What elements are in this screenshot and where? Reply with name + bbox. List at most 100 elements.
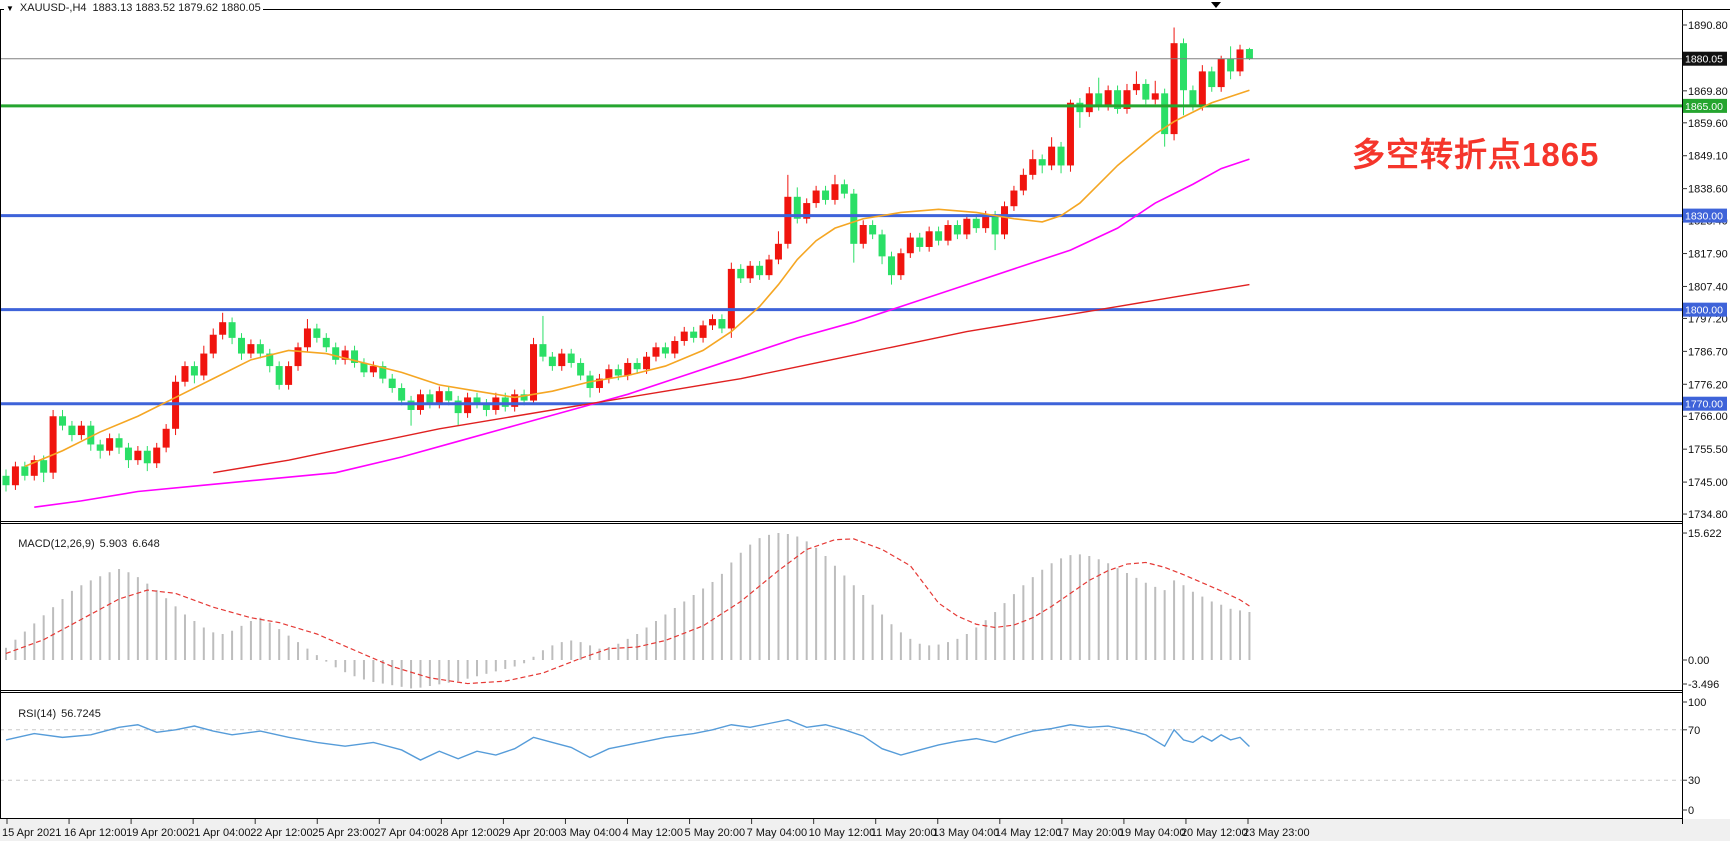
candle-body bbox=[285, 366, 293, 385]
line-1830-badge-label: 1830.00 bbox=[1685, 211, 1723, 223]
time-tick-label: 20 May 12:00 bbox=[1181, 827, 1248, 839]
candle-body bbox=[181, 366, 189, 382]
price-tick-label: 1807.40 bbox=[1688, 281, 1728, 293]
candle-body bbox=[2, 475, 10, 486]
candle-body bbox=[1095, 93, 1103, 106]
candle-body bbox=[756, 265, 764, 276]
rsi-axis[interactable]: 100 70 30 0 bbox=[1682, 697, 1706, 817]
candle-body bbox=[1057, 146, 1065, 166]
candle-body bbox=[313, 328, 321, 338]
candle-body bbox=[850, 193, 858, 244]
macd-axis-label: -3.496 bbox=[1688, 679, 1719, 691]
price-tick-label: 1766.00 bbox=[1688, 411, 1728, 423]
candle-body bbox=[906, 237, 914, 254]
level-lines-layer bbox=[0, 58, 1682, 406]
candle-body bbox=[765, 259, 773, 276]
price-tick-label: 1786.70 bbox=[1688, 346, 1728, 358]
macd-indicator-label: MACD(12,26,9) 5.903 6.648 bbox=[4, 526, 162, 562]
price-tick-label: 1849.10 bbox=[1688, 151, 1728, 163]
macd-name: MACD(12,26,9) bbox=[18, 538, 95, 550]
candle-body bbox=[784, 196, 792, 244]
candle-body bbox=[803, 203, 811, 219]
candle-body bbox=[1161, 93, 1169, 135]
time-tick-label: 3 May 04:00 bbox=[560, 827, 621, 839]
candle-body bbox=[407, 400, 415, 410]
candle-body bbox=[124, 447, 132, 461]
candle-body bbox=[388, 378, 396, 389]
rsi-value: 56.7245 bbox=[61, 708, 101, 720]
candle-body bbox=[614, 369, 622, 376]
candle-body bbox=[953, 225, 961, 235]
candle-body bbox=[595, 378, 603, 389]
candle-body bbox=[1245, 49, 1253, 59]
candle-body bbox=[690, 331, 698, 338]
time-tick-label: 28 Apr 12:00 bbox=[436, 827, 498, 839]
candle-body bbox=[1227, 58, 1235, 72]
candle-body bbox=[605, 369, 613, 379]
candle-body bbox=[172, 381, 180, 429]
candle-body bbox=[351, 350, 359, 363]
candle-body bbox=[501, 397, 509, 407]
candle-body bbox=[1170, 43, 1178, 135]
rsi-axis-label: 70 bbox=[1688, 725, 1700, 737]
candle-body bbox=[1076, 102, 1084, 113]
time-tick-label: 4 May 12:00 bbox=[623, 827, 684, 839]
price-axis[interactable]: 1890.801869.801859.601849.101838.601828.… bbox=[1682, 20, 1728, 521]
current-price-badge-label: 1880.05 bbox=[1685, 54, 1723, 66]
time-tick-label: 7 May 04:00 bbox=[747, 827, 808, 839]
macd-signal-value: 6.648 bbox=[132, 538, 160, 550]
candle-body bbox=[680, 331, 688, 342]
candle-body bbox=[426, 394, 434, 404]
candle-body bbox=[520, 394, 528, 401]
candle-body bbox=[1189, 90, 1197, 106]
candle-body bbox=[40, 460, 48, 473]
candle-body bbox=[869, 225, 877, 235]
price-tick-label: 1817.90 bbox=[1688, 249, 1728, 261]
time-tick-label: 25 Apr 23:00 bbox=[312, 827, 374, 839]
candle-body bbox=[266, 353, 274, 367]
candle-body bbox=[247, 344, 255, 354]
candle-body bbox=[21, 466, 29, 476]
current-price-badge bbox=[1683, 51, 1727, 66]
candle-body bbox=[982, 215, 990, 229]
ma-slow-line bbox=[213, 283, 1250, 474]
candle-body bbox=[774, 243, 782, 260]
candle-body bbox=[59, 416, 67, 426]
candle-body bbox=[341, 350, 349, 360]
symbol-dropdown-icon[interactable]: ▼ bbox=[6, 3, 14, 13]
candle-body bbox=[709, 319, 716, 326]
macd-axis[interactable]: 15.622 0.00 -3.496 bbox=[1682, 528, 1722, 691]
candle-body bbox=[379, 366, 387, 379]
candle-body bbox=[991, 215, 999, 235]
candle-body bbox=[1114, 90, 1122, 110]
time-tick-label: 22 Apr 12:00 bbox=[250, 827, 312, 839]
candle-body bbox=[746, 265, 754, 279]
candle-body bbox=[134, 450, 142, 461]
time-tick-label: 10 May 12:00 bbox=[809, 827, 876, 839]
candle-body bbox=[511, 394, 519, 407]
candle-body bbox=[944, 225, 952, 241]
time-axis[interactable]: 15 Apr 2021 16 Apr 12:00 19 Apr 20:00 21 Ap… bbox=[2, 819, 1310, 839]
candle-body bbox=[727, 268, 735, 329]
candle-body bbox=[68, 425, 76, 436]
price-tick-label: 1859.60 bbox=[1688, 118, 1728, 130]
line-1770-badge-label: 1770.00 bbox=[1685, 399, 1723, 411]
candle-body bbox=[256, 344, 264, 354]
candle-body bbox=[916, 237, 924, 247]
candle-body bbox=[454, 400, 462, 414]
time-tick-label: 19 Apr 20:00 bbox=[126, 827, 188, 839]
candle-body bbox=[143, 450, 151, 464]
candle-body bbox=[530, 344, 538, 401]
symbol-bar[interactable]: ▼ XAUUSD-,H4 1883.13 1883.52 1879.62 188… bbox=[4, 2, 263, 14]
macd-main-value: 5.903 bbox=[99, 538, 128, 550]
candle-body bbox=[30, 460, 38, 476]
line-1865-badge bbox=[1683, 98, 1727, 113]
candle-body bbox=[1019, 174, 1027, 191]
candle-body bbox=[1132, 83, 1140, 91]
candle-body bbox=[661, 347, 669, 354]
candle-body bbox=[11, 466, 19, 486]
candle-body bbox=[473, 397, 481, 404]
candle-body bbox=[793, 196, 801, 219]
candle-body bbox=[1208, 71, 1216, 88]
candle-body bbox=[1066, 102, 1074, 166]
